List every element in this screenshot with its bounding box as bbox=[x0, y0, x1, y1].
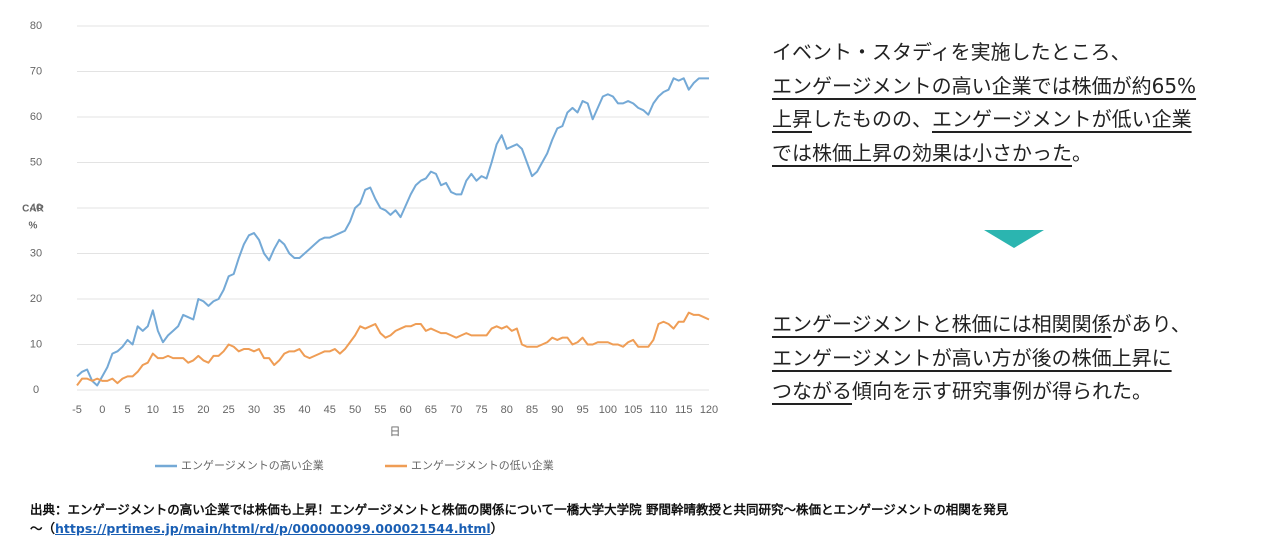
x-tick-label: 95 bbox=[576, 404, 588, 416]
y-tick-label: 40 bbox=[30, 202, 42, 214]
y-axis-label: CAR bbox=[22, 204, 44, 215]
note-text: したものの、 bbox=[812, 107, 932, 131]
y-tick-label: 20 bbox=[30, 293, 42, 305]
x-axis-label: 日 bbox=[390, 426, 401, 438]
y-tick-label: 50 bbox=[30, 156, 42, 168]
note-text: 傾向を示す研究事例が得られた。 bbox=[852, 379, 1152, 403]
note-line: では株価上昇の効果は小さかった。 bbox=[772, 137, 1196, 171]
note-line: エンゲージメントが高い方が後の株価上昇に bbox=[772, 342, 1191, 376]
note-text: では株価上昇の効果は小さかった bbox=[772, 140, 1072, 165]
note-text: エンゲージメントと株価には相関関係 bbox=[772, 312, 1112, 336]
source-line: ～（https://prtimes.jp/main/html/rd/p/0000… bbox=[30, 519, 1008, 538]
x-tick-label: 60 bbox=[400, 404, 412, 416]
source-text: ～（ bbox=[30, 521, 56, 536]
note-text: 。 bbox=[1072, 140, 1092, 165]
down-arrow bbox=[984, 230, 1044, 248]
x-tick-label: 100 bbox=[599, 404, 617, 416]
source-footer: 出典：エンゲージメントの高い企業では株価も上昇！エンゲージメントと株価の関係につ… bbox=[30, 500, 1008, 538]
y-tick-label: 10 bbox=[30, 338, 42, 350]
y-tick-label: 0 bbox=[33, 384, 39, 396]
y-tick-label: 80 bbox=[30, 20, 42, 32]
note-line: エンゲージメントの高い企業では株価が約65% bbox=[772, 70, 1196, 104]
x-tick-label: 35 bbox=[273, 404, 285, 416]
note-text: つながる bbox=[772, 379, 852, 403]
x-tick-label: 15 bbox=[172, 404, 184, 416]
x-tick-label: 65 bbox=[425, 404, 437, 416]
note-line: イベント・スタディを実施したところ、 bbox=[772, 36, 1196, 70]
x-tick-label: 105 bbox=[624, 404, 642, 416]
x-tick-label: 110 bbox=[650, 404, 668, 416]
x-tick-label: 55 bbox=[374, 404, 386, 416]
x-tick-label: 40 bbox=[298, 404, 310, 416]
legend-label: エンゲージメントの低い企業 bbox=[411, 458, 554, 472]
x-tick-label: 50 bbox=[349, 404, 361, 416]
x-tick-label: 75 bbox=[475, 404, 487, 416]
x-tick-label: 20 bbox=[197, 404, 209, 416]
y-tick-label: 60 bbox=[30, 111, 42, 123]
note-block: エンゲージメントと株価には相関関係があり、エンゲージメントが高い方が後の株価上昇… bbox=[772, 308, 1191, 409]
x-tick-label: 85 bbox=[526, 404, 538, 416]
note-text: があり、 bbox=[1111, 312, 1191, 336]
note-text: エンゲージメントが低い企業 bbox=[932, 107, 1192, 131]
x-tick-label: 115 bbox=[675, 404, 693, 416]
chart: 日 0 10 20 30 40 50 60 70 80 -5 0 5 10 15 20 25 30 35 40 45 5… bbox=[22, 20, 718, 472]
series-line bbox=[76, 77, 709, 387]
legend-label: エンゲージメントの高い企業 bbox=[181, 458, 324, 472]
note-line: つながる傾向を示す研究事例が得られた。 bbox=[772, 375, 1191, 409]
source-link[interactable]: https://prtimes.jp/main/html/rd/p/000000… bbox=[55, 521, 491, 536]
y-tick-label: 70 bbox=[30, 65, 42, 77]
x-tick-label: 45 bbox=[324, 404, 336, 416]
x-tick-label: 80 bbox=[501, 404, 513, 416]
note-text: エンゲージメントの高い企業では株価が約65% bbox=[772, 73, 1197, 98]
x-tick-label: 90 bbox=[551, 404, 563, 416]
note-text: イベント・スタディを実施したところ、 bbox=[772, 40, 1131, 64]
series-line bbox=[76, 311, 710, 387]
x-tick-label: 5 bbox=[124, 404, 130, 416]
x-tick-label: 30 bbox=[248, 404, 260, 416]
source-line: 出典：エンゲージメントの高い企業では株価も上昇！エンゲージメントと株価の関係につ… bbox=[30, 502, 1009, 517]
y-axis-label: % bbox=[29, 221, 38, 232]
source-text: ） bbox=[490, 521, 504, 536]
note-line: エンゲージメントと株価には相関関係があり、 bbox=[772, 308, 1191, 342]
note-line: 上昇したものの、エンゲージメントが低い企業 bbox=[772, 103, 1196, 137]
x-tick-label: 0 bbox=[99, 404, 105, 416]
note-text: エンゲージメントが高い方が後の株価上昇に bbox=[772, 345, 1172, 370]
note-block: イベント・スタディを実施したところ、エンゲージメントの高い企業では株価が約65%… bbox=[772, 36, 1196, 170]
x-tick-label: 10 bbox=[147, 404, 159, 416]
y-tick-label: 30 bbox=[30, 247, 42, 259]
note-text: 上昇 bbox=[772, 107, 812, 131]
x-tick-label: 25 bbox=[223, 404, 235, 416]
x-tick-label: 70 bbox=[450, 404, 462, 416]
x-tick-label: -5 bbox=[72, 404, 82, 416]
x-tick-label: 120 bbox=[700, 404, 718, 416]
